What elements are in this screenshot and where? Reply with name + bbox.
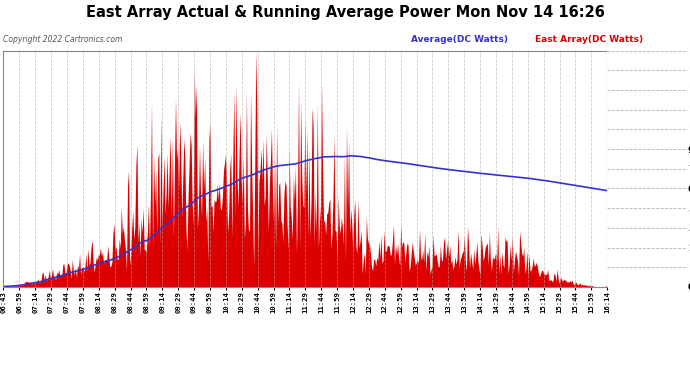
Text: East Array Actual & Running Average Power Mon Nov 14 16:26: East Array Actual & Running Average Powe… xyxy=(86,5,604,20)
Text: Average(DC Watts): Average(DC Watts) xyxy=(411,35,508,44)
Text: East Array(DC Watts): East Array(DC Watts) xyxy=(535,35,643,44)
Text: Copyright 2022 Cartronics.com: Copyright 2022 Cartronics.com xyxy=(3,35,123,44)
